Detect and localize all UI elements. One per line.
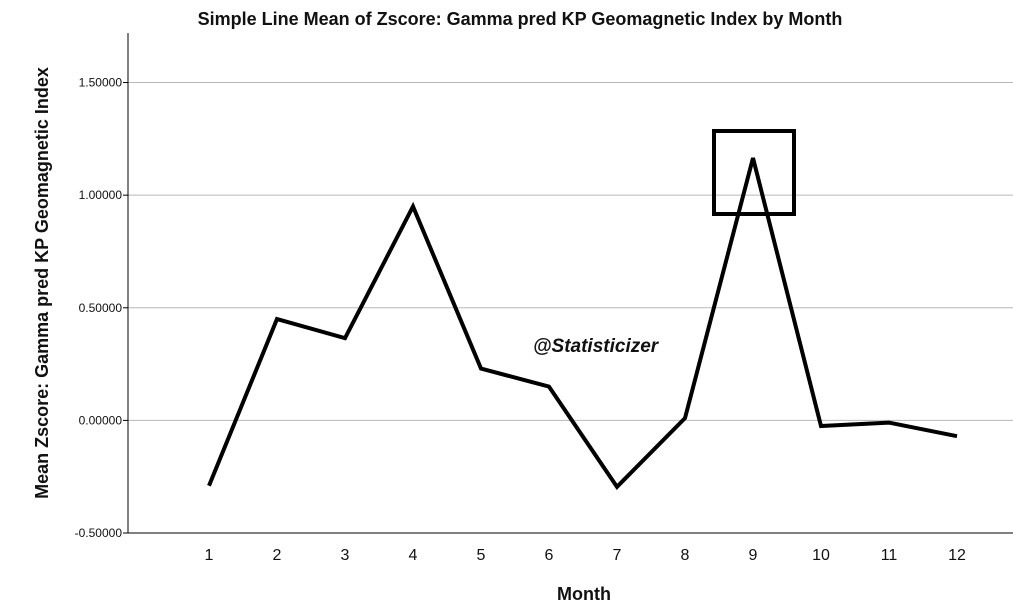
series-line bbox=[207, 157, 958, 490]
x-tick-label: 1 bbox=[205, 547, 214, 564]
x-axis-title: Month bbox=[557, 584, 611, 604]
x-tick-label: 4 bbox=[409, 547, 418, 564]
x-tick-label: 5 bbox=[477, 547, 486, 564]
x-tick-label: 10 bbox=[812, 547, 830, 564]
y-tick-label: 0.50000 bbox=[79, 301, 123, 315]
y-tick-label: 0.00000 bbox=[79, 413, 123, 427]
y-axis-title: Mean Zscore: Gamma pred KP Geomagnetic I… bbox=[32, 67, 52, 499]
y-tick-label: 1.00000 bbox=[79, 188, 123, 202]
x-tick-label: 8 bbox=[681, 547, 690, 564]
y-axis-ticks: -0.50000 0.00000 0.50000 1.00000 1.50000 bbox=[75, 76, 128, 540]
grid-lines bbox=[128, 82, 1013, 421]
y-tick-label: 1.50000 bbox=[79, 76, 123, 90]
x-tick-label: 6 bbox=[545, 547, 554, 564]
x-tick-label: 2 bbox=[273, 547, 282, 564]
x-tick-label: 12 bbox=[948, 547, 966, 564]
x-tick-label: 11 bbox=[881, 547, 898, 564]
highlight-box bbox=[712, 129, 796, 216]
x-tick-label: 7 bbox=[613, 547, 622, 564]
watermark-annotation: @Statisticizer bbox=[533, 336, 660, 357]
series-layer bbox=[207, 157, 958, 490]
x-axis-ticks: 1 2 3 4 5 6 7 8 9 10 11 12 bbox=[205, 547, 966, 564]
x-tick-label: 3 bbox=[341, 547, 350, 564]
y-tick-label: -0.50000 bbox=[75, 526, 123, 540]
highlight-layer bbox=[712, 129, 796, 216]
x-tick-label: 9 bbox=[749, 547, 758, 564]
chart-title: Simple Line Mean of Zscore: Gamma pred K… bbox=[198, 9, 843, 29]
